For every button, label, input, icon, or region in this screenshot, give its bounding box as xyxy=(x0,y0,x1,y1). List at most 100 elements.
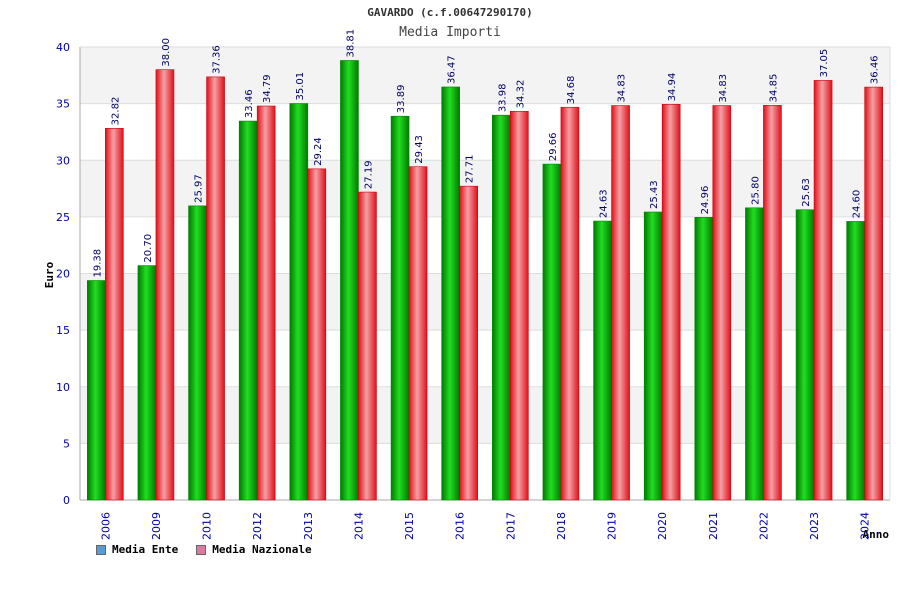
data-label: 37.36 xyxy=(212,45,223,74)
x-tick-label: 2016 xyxy=(454,512,467,540)
x-tick-label: 2021 xyxy=(707,512,720,540)
bar-media-nazionale xyxy=(105,128,124,501)
data-label: 24.96 xyxy=(700,186,711,215)
legend-label-nazionale: Media Nazionale xyxy=(212,543,312,556)
bar-media-ente xyxy=(795,209,815,501)
data-label: 38.00 xyxy=(161,38,172,67)
data-label: 34.68 xyxy=(566,76,577,105)
bar-media-nazionale xyxy=(712,105,732,501)
x-tick-label: 2018 xyxy=(555,512,568,540)
data-label: 36.46 xyxy=(870,55,881,84)
data-label: 34.32 xyxy=(515,80,526,109)
bar-media-nazionale xyxy=(459,185,478,501)
data-label: 34.83 xyxy=(617,74,628,103)
data-label: 25.43 xyxy=(649,180,660,209)
bar-media-nazionale xyxy=(358,191,377,501)
bar-media-ente xyxy=(289,103,309,501)
x-tick-label: 2024 xyxy=(859,512,872,540)
data-label: 34.94 xyxy=(667,73,678,102)
legend-label-ente: Media Ente xyxy=(112,543,179,556)
data-label: 34.83 xyxy=(718,74,729,103)
bar-media-ente xyxy=(542,163,562,501)
x-tick-label: 2006 xyxy=(99,512,112,540)
data-label: 24.60 xyxy=(852,190,863,219)
x-tick-label: 2017 xyxy=(504,512,517,540)
bar-media-nazionale xyxy=(864,86,883,501)
x-tick-label: 2014 xyxy=(352,512,365,540)
bar-media-nazionale xyxy=(408,166,428,501)
bar-media-nazionale xyxy=(256,105,276,501)
bar-media-ente xyxy=(643,211,663,501)
bar-media-nazionale xyxy=(661,104,681,501)
data-label: 36.47 xyxy=(447,55,458,84)
legend: Media Ente Media Nazionale xyxy=(96,543,312,556)
x-axis-label: Anno xyxy=(863,528,890,541)
y-tick-label: 35 xyxy=(56,98,70,111)
bar-media-ente xyxy=(188,205,207,501)
data-label: 19.38 xyxy=(92,249,103,278)
data-label: 27.71 xyxy=(465,155,476,184)
y-tick-label: 25 xyxy=(56,211,70,224)
data-label: 33.89 xyxy=(396,85,407,114)
legend-item-nazionale: Media Nazionale xyxy=(196,543,312,556)
data-label: 29.43 xyxy=(414,135,425,164)
x-tick-label: 2019 xyxy=(606,512,619,540)
x-tick-label: 2012 xyxy=(251,512,264,540)
chart-subtitle: Media Importi xyxy=(399,25,501,40)
legend-swatch-ente xyxy=(96,544,106,555)
bar-media-nazionale xyxy=(611,105,630,501)
data-label: 38.81 xyxy=(345,29,356,58)
bar-media-nazionale xyxy=(813,80,833,501)
legend-item-ente: Media Ente xyxy=(96,543,178,556)
y-tick-label: 5 xyxy=(63,437,70,450)
data-label: 25.97 xyxy=(194,174,205,203)
data-label: 33.46 xyxy=(244,89,255,118)
data-label: 32.82 xyxy=(110,97,121,126)
bar-media-ente xyxy=(593,220,612,501)
data-label: 29.24 xyxy=(313,137,324,166)
bar-media-ente xyxy=(340,60,359,501)
data-label: 35.01 xyxy=(295,72,306,101)
bar-media-nazionale xyxy=(560,106,580,501)
bar-media-nazionale xyxy=(510,111,529,501)
data-label: 24.63 xyxy=(599,189,610,218)
legend-swatch-nazionale xyxy=(196,544,207,555)
x-tick-label: 2015 xyxy=(403,512,416,540)
y-tick-label: 0 xyxy=(63,494,70,507)
bar-media-ente xyxy=(87,280,106,501)
bar-media-nazionale xyxy=(155,69,175,501)
bar-media-ente xyxy=(694,217,714,501)
y-tick-label: 30 xyxy=(56,154,70,167)
y-axis-label: Euro xyxy=(43,261,56,288)
bar-media-ente xyxy=(238,120,258,501)
data-label: 25.63 xyxy=(801,178,812,207)
data-label: 29.66 xyxy=(548,132,559,161)
x-tick-label: 2013 xyxy=(302,512,315,540)
bar-media-ente xyxy=(390,115,410,501)
y-tick-label: 10 xyxy=(56,381,70,394)
x-tick-label: 2009 xyxy=(150,512,163,540)
data-label: 34.79 xyxy=(262,74,273,103)
data-label: 37.05 xyxy=(819,49,830,78)
data-label: 20.70 xyxy=(143,234,154,263)
bar-media-nazionale xyxy=(307,168,327,501)
data-label: 25.80 xyxy=(750,176,761,205)
bar-media-ente xyxy=(137,265,157,501)
plot-area: 0 5 10 15 20 25 30 35 40 Euro Anno 19.38 32.82 2006 20… xyxy=(43,29,891,541)
chart-title: GAVARDO (c.f.00647290170) xyxy=(367,6,533,19)
y-tick-label: 15 xyxy=(56,324,70,337)
bar-media-nazionale xyxy=(206,76,225,501)
x-tick-label: 2022 xyxy=(757,512,770,540)
bar-media-ente xyxy=(846,221,865,501)
x-tick-label: 2020 xyxy=(656,512,669,540)
data-label: 33.98 xyxy=(497,84,508,113)
bar-media-ente xyxy=(441,86,460,501)
y-tick-label: 20 xyxy=(56,268,70,281)
bar-media-nazionale xyxy=(763,105,782,501)
bar-media-ente xyxy=(745,207,764,501)
y-tick-label: 40 xyxy=(56,41,70,54)
data-label: 27.19 xyxy=(363,160,374,189)
x-tick-label: 2023 xyxy=(808,512,821,540)
x-tick-label: 2010 xyxy=(201,512,214,540)
